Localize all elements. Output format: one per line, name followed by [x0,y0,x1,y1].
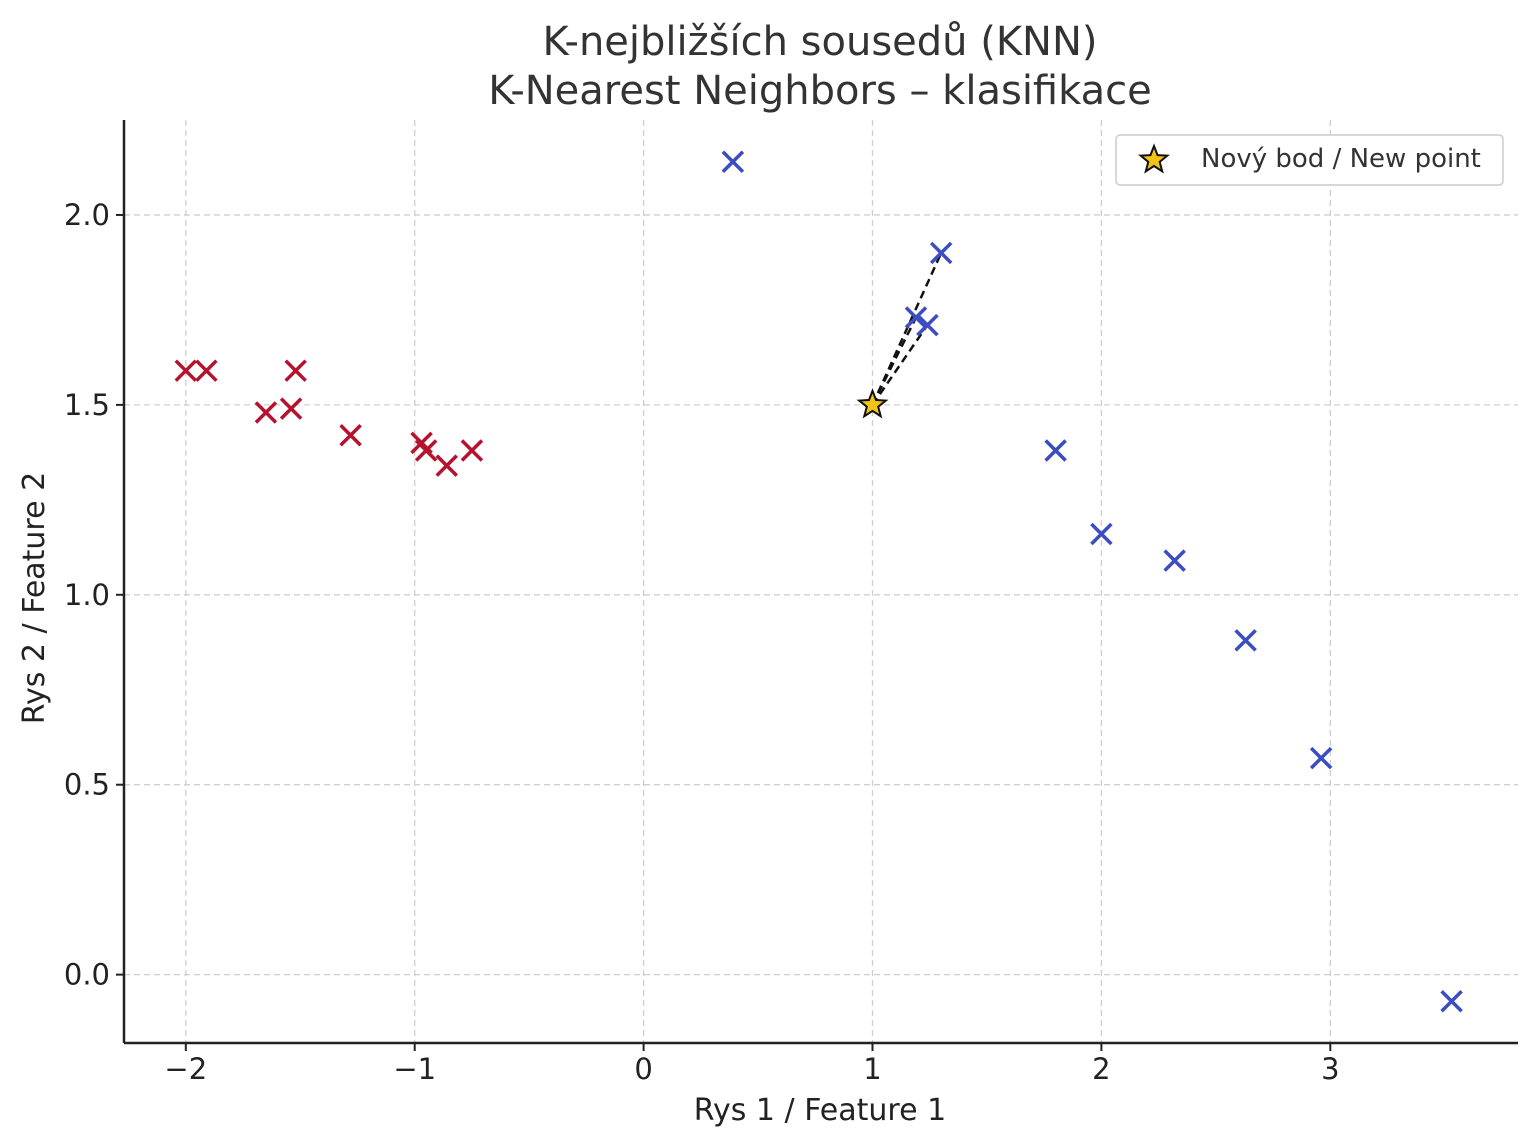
data-point-x-marker [916,313,939,337]
data-point-x-marker [460,439,484,462]
x-ticks: −2 −1 0 1 2 3 [164,1043,1340,1086]
data-point-x-marker [254,401,278,424]
y-tick-label: 0.5 [64,768,110,802]
data-point-x-marker [1044,439,1067,462]
y-tick-label: 2.0 [64,198,110,232]
data-point-x-marker [284,359,307,382]
data-point-x-marker [1309,746,1333,770]
y-tick-label: 1.0 [64,578,110,612]
neighbor-line [871,324,929,406]
legend-box [1115,134,1504,186]
data-point-x-marker [195,359,218,382]
data-point-x-marker [339,424,362,447]
data-point-x-marker [929,241,953,265]
data-point-x-marker [1163,549,1186,572]
chart-title-line-2: K-Nearest Neighbors – klasifikace [488,68,1151,114]
x-tick-label: −1 [393,1052,436,1086]
grid-lines [124,120,1518,1043]
y-tick-label: 1.5 [64,388,110,422]
x-tick-label: 0 [634,1052,652,1086]
y-axis-label: Rys 2 / Feature 2 [17,472,52,724]
x-tick-label: −2 [164,1052,207,1086]
data-points [174,150,1463,1013]
data-point-x-marker [435,454,458,477]
data-point-x-marker [1090,522,1113,546]
y-ticks: 0.0 0.5 1.0 1.5 2.0 [64,198,124,992]
data-point-x-marker [904,306,928,329]
legend-label: Nový bod / New point [1201,144,1481,174]
x-tick-label: 2 [1092,1052,1110,1086]
legend-star-icon [1138,143,1170,174]
data-point-x-marker [414,439,438,462]
data-point-x-marker [721,150,745,174]
data-point-x-marker [174,359,198,382]
neighbor-lines [871,252,943,406]
data-point-x-marker [279,397,303,420]
new-point-star [856,388,889,419]
x-tick-label: 3 [1321,1052,1339,1086]
y-tick-label: 0.0 [64,958,110,992]
x-tick-label: 1 [863,1052,881,1086]
new-point-layer [856,388,889,419]
data-point-x-marker [1440,989,1463,1013]
chart-title-line-1: K-nejbližších sousedů (KNN) [542,19,1097,65]
neighbor-line [871,316,918,406]
legend: Nový bod / New point [1115,134,1504,186]
x-axis-label: Rys 1 / Feature 1 [694,1093,946,1128]
data-point-x-marker [1234,629,1257,652]
